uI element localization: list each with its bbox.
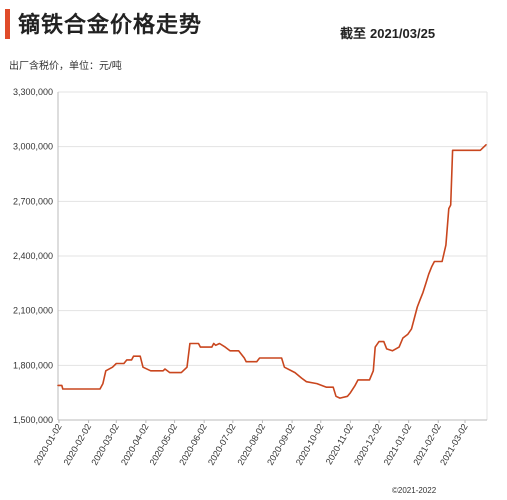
y-tick-label: 2,700,000	[13, 196, 53, 206]
price-series-line	[57, 144, 487, 399]
unit-note: 出厂含税价，单位：元/吨	[9, 61, 122, 72]
y-tick-label: 2,100,000	[13, 306, 53, 316]
x-tick-label: 2020-09-02	[265, 422, 297, 467]
x-tick-label: 2020-03-02	[89, 422, 121, 467]
as-of-label: 截至	[340, 26, 367, 41]
x-tick-label: 2020-08-02	[236, 422, 268, 467]
x-tick-label: 2020-01-02	[32, 422, 64, 467]
page-title: 镝铁合金价格走势	[18, 12, 203, 37]
as-of-value: 2021/03/25	[370, 26, 436, 41]
y-tick-label: 2,400,000	[13, 251, 53, 261]
y-tick-label: 1,500,000	[13, 415, 53, 425]
y-tick-label: 1,800,000	[13, 360, 53, 370]
y-tick-label: 3,300,000	[13, 87, 53, 97]
as-of-date: 截至 2021/03/25	[340, 23, 439, 42]
x-tick-label: 2020-06-02	[177, 422, 209, 467]
x-tick-label: 2021-03-02	[438, 422, 470, 467]
x-tick-label: 2020-10-02	[294, 422, 326, 467]
copyright-footer: ©2021-2022	[392, 486, 437, 495]
x-tick-label: 2021-01-02	[382, 422, 414, 467]
x-tick-label: 2020-02-02	[62, 422, 94, 467]
x-tick-label: 2020-07-02	[206, 422, 238, 467]
x-tick-label: 2020-12-02	[352, 422, 384, 467]
title-accent-bar	[5, 9, 10, 39]
x-tick-label: 2020-05-02	[148, 422, 180, 467]
x-tick-label: 2020-11-02	[324, 422, 355, 466]
x-tick-label: 2020-04-02	[119, 422, 151, 467]
y-tick-label: 3,000,000	[13, 142, 53, 152]
